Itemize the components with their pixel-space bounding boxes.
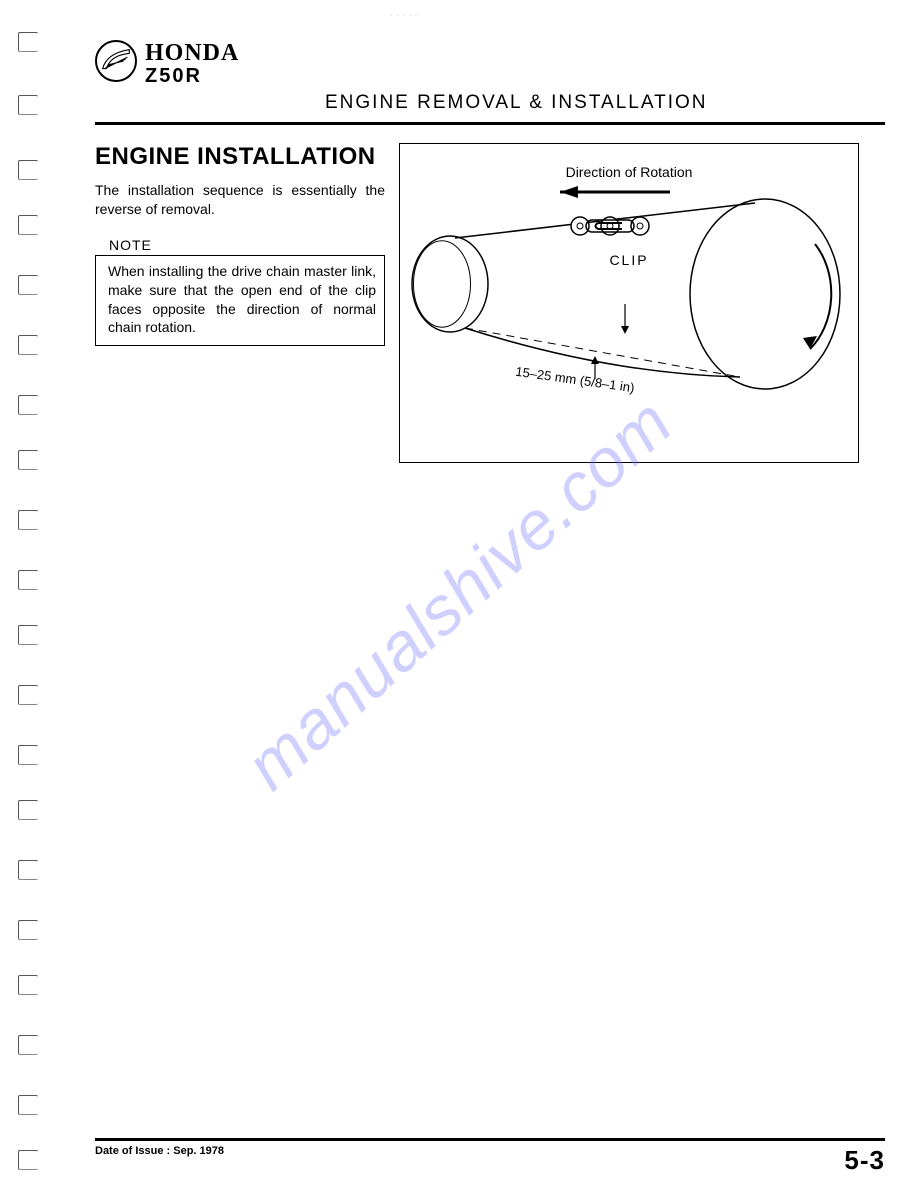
binding-hole	[18, 685, 38, 705]
body-paragraph: The installation sequence is essentially…	[95, 181, 385, 219]
brand-name: HONDA	[145, 40, 239, 67]
brand-text-block: HONDA Z50R	[145, 40, 239, 88]
content-row: ENGINE INSTALLATION The installation seq…	[95, 143, 885, 463]
binding-hole	[18, 1095, 38, 1115]
chain-diagram-svg	[400, 144, 860, 464]
direction-of-rotation-label: Direction of Rotation	[566, 164, 693, 180]
scan-noise: · · · · ·	[390, 10, 520, 40]
chain-diagram: Direction of Rotation CLIP 15–25 mm (5/8…	[399, 143, 859, 463]
binding-hole	[18, 745, 38, 765]
binding-hole	[18, 450, 38, 470]
issue-date: Date of Issue : Sep. 1978	[95, 1145, 224, 1157]
logo-block: HONDA Z50R	[95, 40, 885, 88]
binding-hole	[18, 335, 38, 355]
binding-hole	[18, 275, 38, 295]
page-footer: Date of Issue : Sep. 1978 5-3	[95, 1138, 885, 1176]
chapter-title: ENGINE REMOVAL & INSTALLATION	[325, 92, 707, 114]
model-name: Z50R	[145, 65, 239, 88]
section-heading: ENGINE INSTALLATION	[95, 143, 385, 171]
binding-hole	[18, 800, 38, 820]
binding-hole	[18, 95, 38, 115]
note-box: When installing the drive chain master l…	[95, 255, 385, 347]
binding-hole	[18, 510, 38, 530]
binding-hole	[18, 160, 38, 180]
clip-label: CLIP	[609, 252, 648, 268]
binding-hole	[18, 570, 38, 590]
note-label: NOTE	[109, 237, 385, 253]
honda-wing-icon	[95, 40, 137, 82]
binding-hole	[18, 920, 38, 940]
binding-hole	[18, 625, 38, 645]
binding-hole	[18, 1150, 38, 1170]
text-column: ENGINE INSTALLATION The installation seq…	[95, 143, 385, 463]
binding-hole	[18, 32, 38, 52]
binding-hole	[18, 215, 38, 235]
page-header: HONDA Z50R ENGINE REMOVAL & INSTALLATION	[95, 40, 885, 125]
binding-hole	[18, 860, 38, 880]
page-container: HONDA Z50R ENGINE REMOVAL & INSTALLATION…	[95, 40, 885, 463]
binding-hole	[18, 1035, 38, 1055]
page-number: 5-3	[844, 1145, 885, 1176]
binding-hole	[18, 975, 38, 995]
binding-hole	[18, 395, 38, 415]
